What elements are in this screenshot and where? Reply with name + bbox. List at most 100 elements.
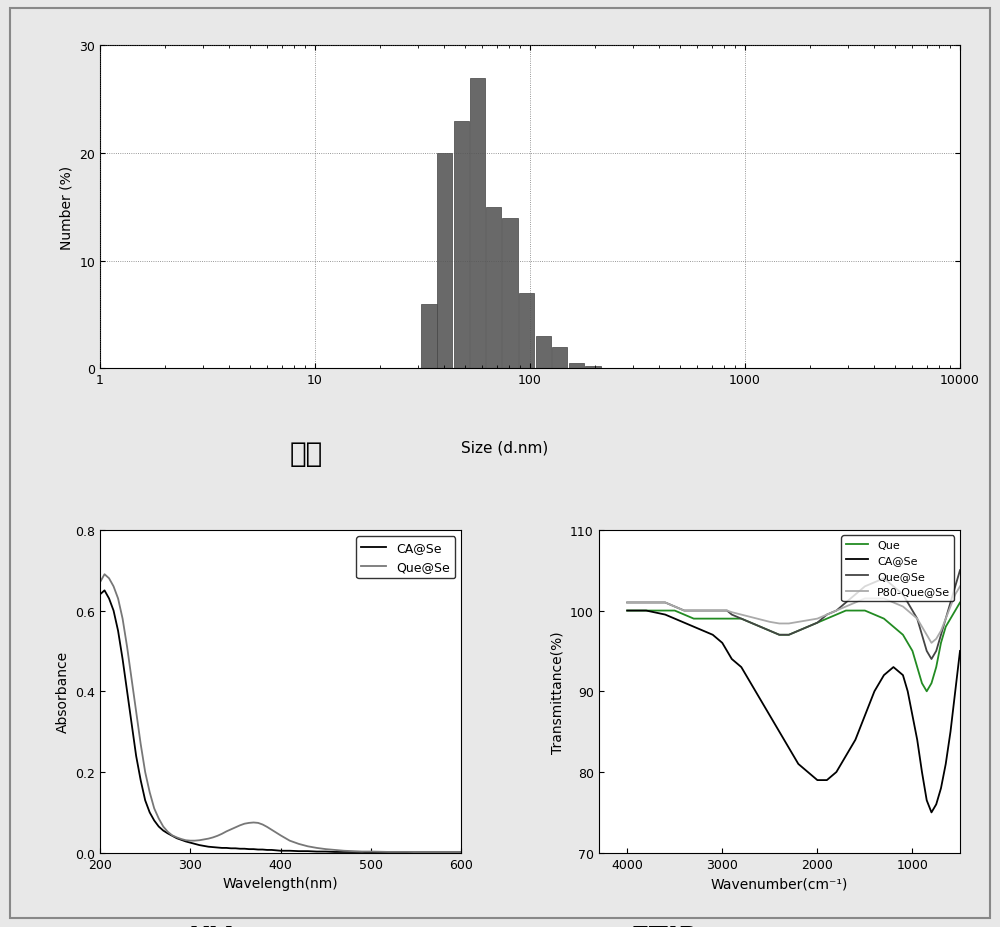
P80-Que@Se — [754, 615, 766, 626]
Que@Se — [189, 835, 201, 846]
Line: CA@Se: CA@Se — [627, 611, 960, 812]
Text: Size (d.nm): Size (d.nm) — [461, 440, 548, 455]
Que@Se — [419, 847, 431, 858]
Que — [735, 614, 747, 625]
CA@Se — [840, 751, 852, 762]
CA@Se — [99, 585, 111, 596]
CA@Se — [802, 767, 814, 778]
CA@Se — [103, 593, 115, 604]
Que — [859, 605, 871, 616]
Que — [721, 614, 733, 625]
CA@Se — [935, 782, 947, 794]
Que@Se — [745, 617, 757, 629]
Bar — [552, 348, 567, 369]
Que@Se — [859, 581, 871, 592]
CA@Se — [897, 670, 909, 681]
Que@Se — [935, 629, 947, 641]
P80-Que@Se — [726, 607, 738, 618]
P80-Que@Se — [669, 602, 681, 613]
Que@Se — [640, 597, 652, 608]
Que — [678, 609, 690, 620]
CA@Se — [365, 847, 377, 858]
Que — [902, 638, 914, 649]
P80-Que@Se — [773, 618, 785, 629]
Que@Se — [930, 645, 942, 656]
CA@Se — [764, 710, 776, 721]
CA@Se — [239, 844, 251, 855]
P80-Que@Se — [811, 614, 823, 625]
P80-Que@Se — [678, 605, 690, 616]
Que@Se — [916, 629, 928, 641]
CA@Se — [830, 767, 842, 778]
Que@Se — [949, 581, 961, 592]
CA@Se — [659, 609, 671, 620]
P80-Que@Se — [868, 593, 880, 604]
P80-Que@Se — [911, 614, 923, 625]
P80-Que@Se — [949, 590, 961, 601]
Que@Se — [921, 645, 933, 656]
CA@Se — [949, 686, 961, 697]
Que — [821, 614, 833, 625]
Que — [954, 597, 966, 608]
P80-Que@Se — [688, 605, 700, 616]
P80-Que@Se — [925, 638, 937, 649]
Que@Se — [878, 573, 890, 584]
Que — [897, 629, 909, 641]
P80-Que@Se — [640, 597, 652, 608]
CA@Se — [678, 617, 690, 629]
Text: UV: UV — [186, 924, 230, 927]
Que — [802, 621, 814, 632]
P80-Que@Se — [878, 593, 890, 604]
Bar — [486, 208, 501, 369]
Que@Se — [707, 605, 719, 616]
Que — [659, 605, 671, 616]
Que@Se — [840, 597, 852, 608]
Que — [716, 614, 728, 625]
Que — [849, 605, 861, 616]
Que@Se — [103, 573, 115, 584]
CA@Se — [954, 645, 966, 656]
Legend: CA@Se, Que@Se: CA@Se, Que@Se — [356, 537, 455, 578]
CA@Se — [94, 590, 106, 601]
P80-Que@Se — [921, 629, 933, 641]
Que — [688, 614, 700, 625]
Line: CA@Se: CA@Se — [100, 590, 461, 853]
CA@Se — [726, 654, 738, 665]
Que@Se — [697, 605, 709, 616]
P80-Que@Se — [697, 605, 709, 616]
Bar — [536, 337, 551, 369]
CA@Se — [669, 614, 681, 625]
CA@Se — [302, 845, 314, 857]
Que — [697, 614, 709, 625]
P80-Que@Se — [906, 609, 918, 620]
Line: P80-Que@Se: P80-Que@Se — [627, 587, 960, 643]
CA@Se — [821, 775, 833, 786]
Que — [840, 605, 852, 616]
P80-Que@Se — [940, 614, 952, 625]
P80-Que@Se — [721, 605, 733, 616]
CA@Se — [930, 799, 942, 810]
CA@Se — [811, 775, 823, 786]
CA@Se — [783, 743, 795, 754]
Que — [935, 638, 947, 649]
Que@Se — [802, 621, 814, 632]
Que@Se — [783, 629, 795, 641]
Que@Se — [99, 569, 111, 580]
CA@Se — [721, 645, 733, 656]
CA@Se — [792, 758, 804, 769]
CA@Se — [621, 605, 633, 616]
CA@Se — [921, 794, 933, 806]
Bar — [470, 79, 485, 369]
CA@Se — [735, 662, 747, 673]
Que — [773, 629, 785, 641]
CA@Se — [902, 686, 914, 697]
Y-axis label: Transmittance(%): Transmittance(%) — [550, 630, 564, 753]
Que — [916, 678, 928, 689]
CA@Se — [745, 678, 757, 689]
CA@Se — [878, 670, 890, 681]
Que — [949, 605, 961, 616]
CA@Se — [868, 686, 880, 697]
CA@Se — [707, 629, 719, 641]
P80-Que@Se — [944, 602, 956, 613]
Que@Se — [940, 614, 952, 625]
